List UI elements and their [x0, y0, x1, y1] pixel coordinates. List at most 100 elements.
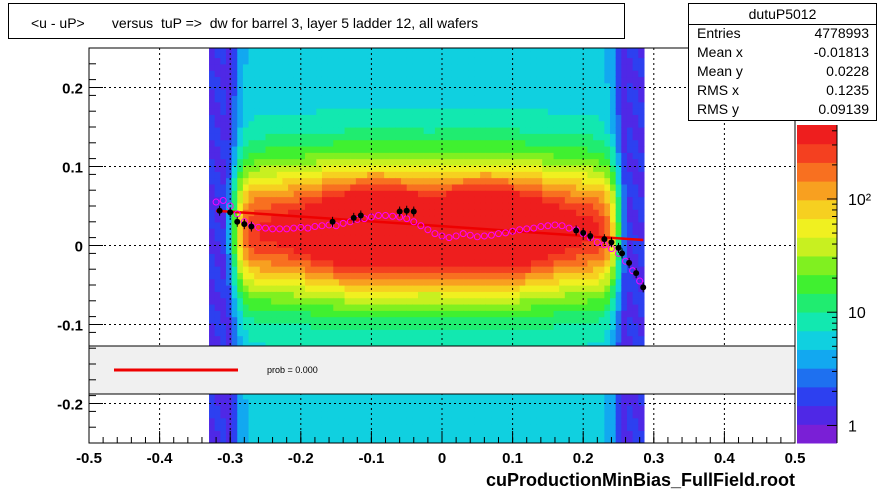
- heatmap-cell: [440, 272, 447, 280]
- heatmap-cell: [305, 89, 312, 96]
- heatmap-cell: [536, 272, 543, 280]
- heatmap-cell: [536, 341, 543, 349]
- heatmap-cell: [231, 133, 238, 141]
- heatmap-cell: [231, 341, 238, 349]
- heatmap-cell: [542, 164, 549, 172]
- heatmap-cell: [457, 158, 464, 166]
- heatmap-cell: [384, 405, 391, 412]
- heatmap-cell: [530, 89, 538, 96]
- profile-point-open: [254, 223, 262, 231]
- heatmap-cell: [395, 48, 402, 52]
- heatmap-cell: [293, 108, 300, 115]
- heatmap-cell: [350, 108, 357, 115]
- heatmap-cell: [514, 310, 521, 318]
- heatmap-cell: [271, 411, 278, 419]
- heatmap-cell: [395, 177, 402, 185]
- heatmap-cell: [276, 196, 284, 204]
- heatmap-cell: [327, 76, 334, 84]
- heatmap-cell: [344, 228, 351, 236]
- heatmap-cell: [384, 430, 391, 438]
- heatmap-cell: [638, 70, 645, 78]
- heatmap-cell: [497, 183, 504, 191]
- heatmap-cell: [254, 171, 261, 179]
- heatmap-cell: [497, 392, 504, 400]
- heatmap-cell: [440, 95, 447, 103]
- heatmap-cell: [468, 95, 476, 103]
- heatmap-cell: [355, 285, 363, 292]
- heatmap-cell: [293, 278, 300, 286]
- heatmap-cell: [265, 177, 272, 185]
- heatmap-cell: [293, 114, 300, 122]
- heatmap-cell: [401, 436, 408, 443]
- heatmap-cell: [344, 171, 351, 179]
- heatmap-cell: [429, 114, 436, 122]
- heatmap-cell: [401, 177, 408, 185]
- heatmap-cell: [547, 89, 555, 96]
- heatmap-cell: [598, 259, 605, 267]
- heatmap-cell: [638, 152, 645, 160]
- heatmap-cell: [401, 253, 408, 261]
- heatmap-cell: [389, 329, 397, 337]
- heatmap-cell: [214, 202, 221, 210]
- heatmap-cell: [542, 278, 549, 286]
- heatmap-cell: [293, 285, 300, 292]
- heatmap-cell: [638, 234, 645, 242]
- heatmap-cell: [367, 190, 374, 198]
- heatmap-cell: [519, 405, 526, 412]
- heatmap-cell: [632, 303, 639, 311]
- heatmap-cell: [440, 285, 447, 292]
- heatmap-cell: [265, 240, 272, 248]
- heatmap-cell: [237, 430, 244, 438]
- heatmap-cell: [418, 133, 425, 141]
- profile-point-open: [530, 224, 538, 232]
- heatmap-cell: [547, 51, 555, 59]
- heatmap-cell: [632, 297, 639, 305]
- heatmap-cell: [610, 158, 617, 166]
- heatmap-cell: [367, 127, 374, 134]
- heatmap-cell: [327, 152, 334, 160]
- heatmap-cell: [638, 177, 645, 185]
- heatmap-cell: [446, 101, 453, 109]
- heatmap-cell: [638, 430, 645, 438]
- heatmap-cell: [225, 247, 233, 254]
- heatmap-cell: [638, 82, 645, 90]
- heatmap-cell: [355, 120, 363, 128]
- heatmap-cell: [406, 430, 413, 438]
- heatmap-cell: [372, 316, 380, 324]
- heatmap-cell: [355, 322, 363, 330]
- profile-point-open: [276, 225, 284, 233]
- heatmap-cell: [451, 272, 459, 280]
- heatmap-cell: [276, 291, 284, 299]
- heatmap-cell: [242, 158, 250, 166]
- heatmap-cell: [321, 228, 329, 236]
- heatmap-cell: [401, 145, 408, 153]
- heatmap-cell: [389, 95, 397, 103]
- heatmap-cell: [564, 259, 572, 267]
- heatmap-cell: [514, 329, 521, 337]
- heatmap-cell: [384, 183, 391, 191]
- heatmap-cell: [491, 291, 498, 299]
- heatmap-cell: [468, 171, 476, 179]
- heatmap-cell: [378, 322, 385, 330]
- heatmap-cell: [338, 329, 346, 337]
- heatmap-cell: [474, 139, 481, 147]
- heatmap-cell: [214, 183, 221, 191]
- heatmap-cell: [344, 221, 351, 229]
- heatmap-cell: [587, 240, 594, 248]
- heatmap-cell: [553, 63, 560, 71]
- heatmap-cell: [282, 310, 289, 318]
- heatmap-cell: [598, 297, 605, 305]
- heatmap-cell: [237, 278, 244, 286]
- heatmap-cell: [242, 183, 250, 191]
- heatmap-cell: [480, 127, 487, 134]
- heatmap-cell: [525, 114, 532, 122]
- heatmap-cell: [463, 411, 470, 419]
- heatmap-cell: [570, 145, 577, 153]
- heatmap-cell: [525, 405, 532, 412]
- heatmap-cell: [491, 316, 498, 324]
- heatmap-cell: [310, 341, 317, 349]
- heatmap-cell: [593, 297, 600, 305]
- heatmap-cell: [220, 316, 227, 324]
- heatmap-cell: [536, 335, 543, 343]
- heatmap-cell: [361, 405, 368, 412]
